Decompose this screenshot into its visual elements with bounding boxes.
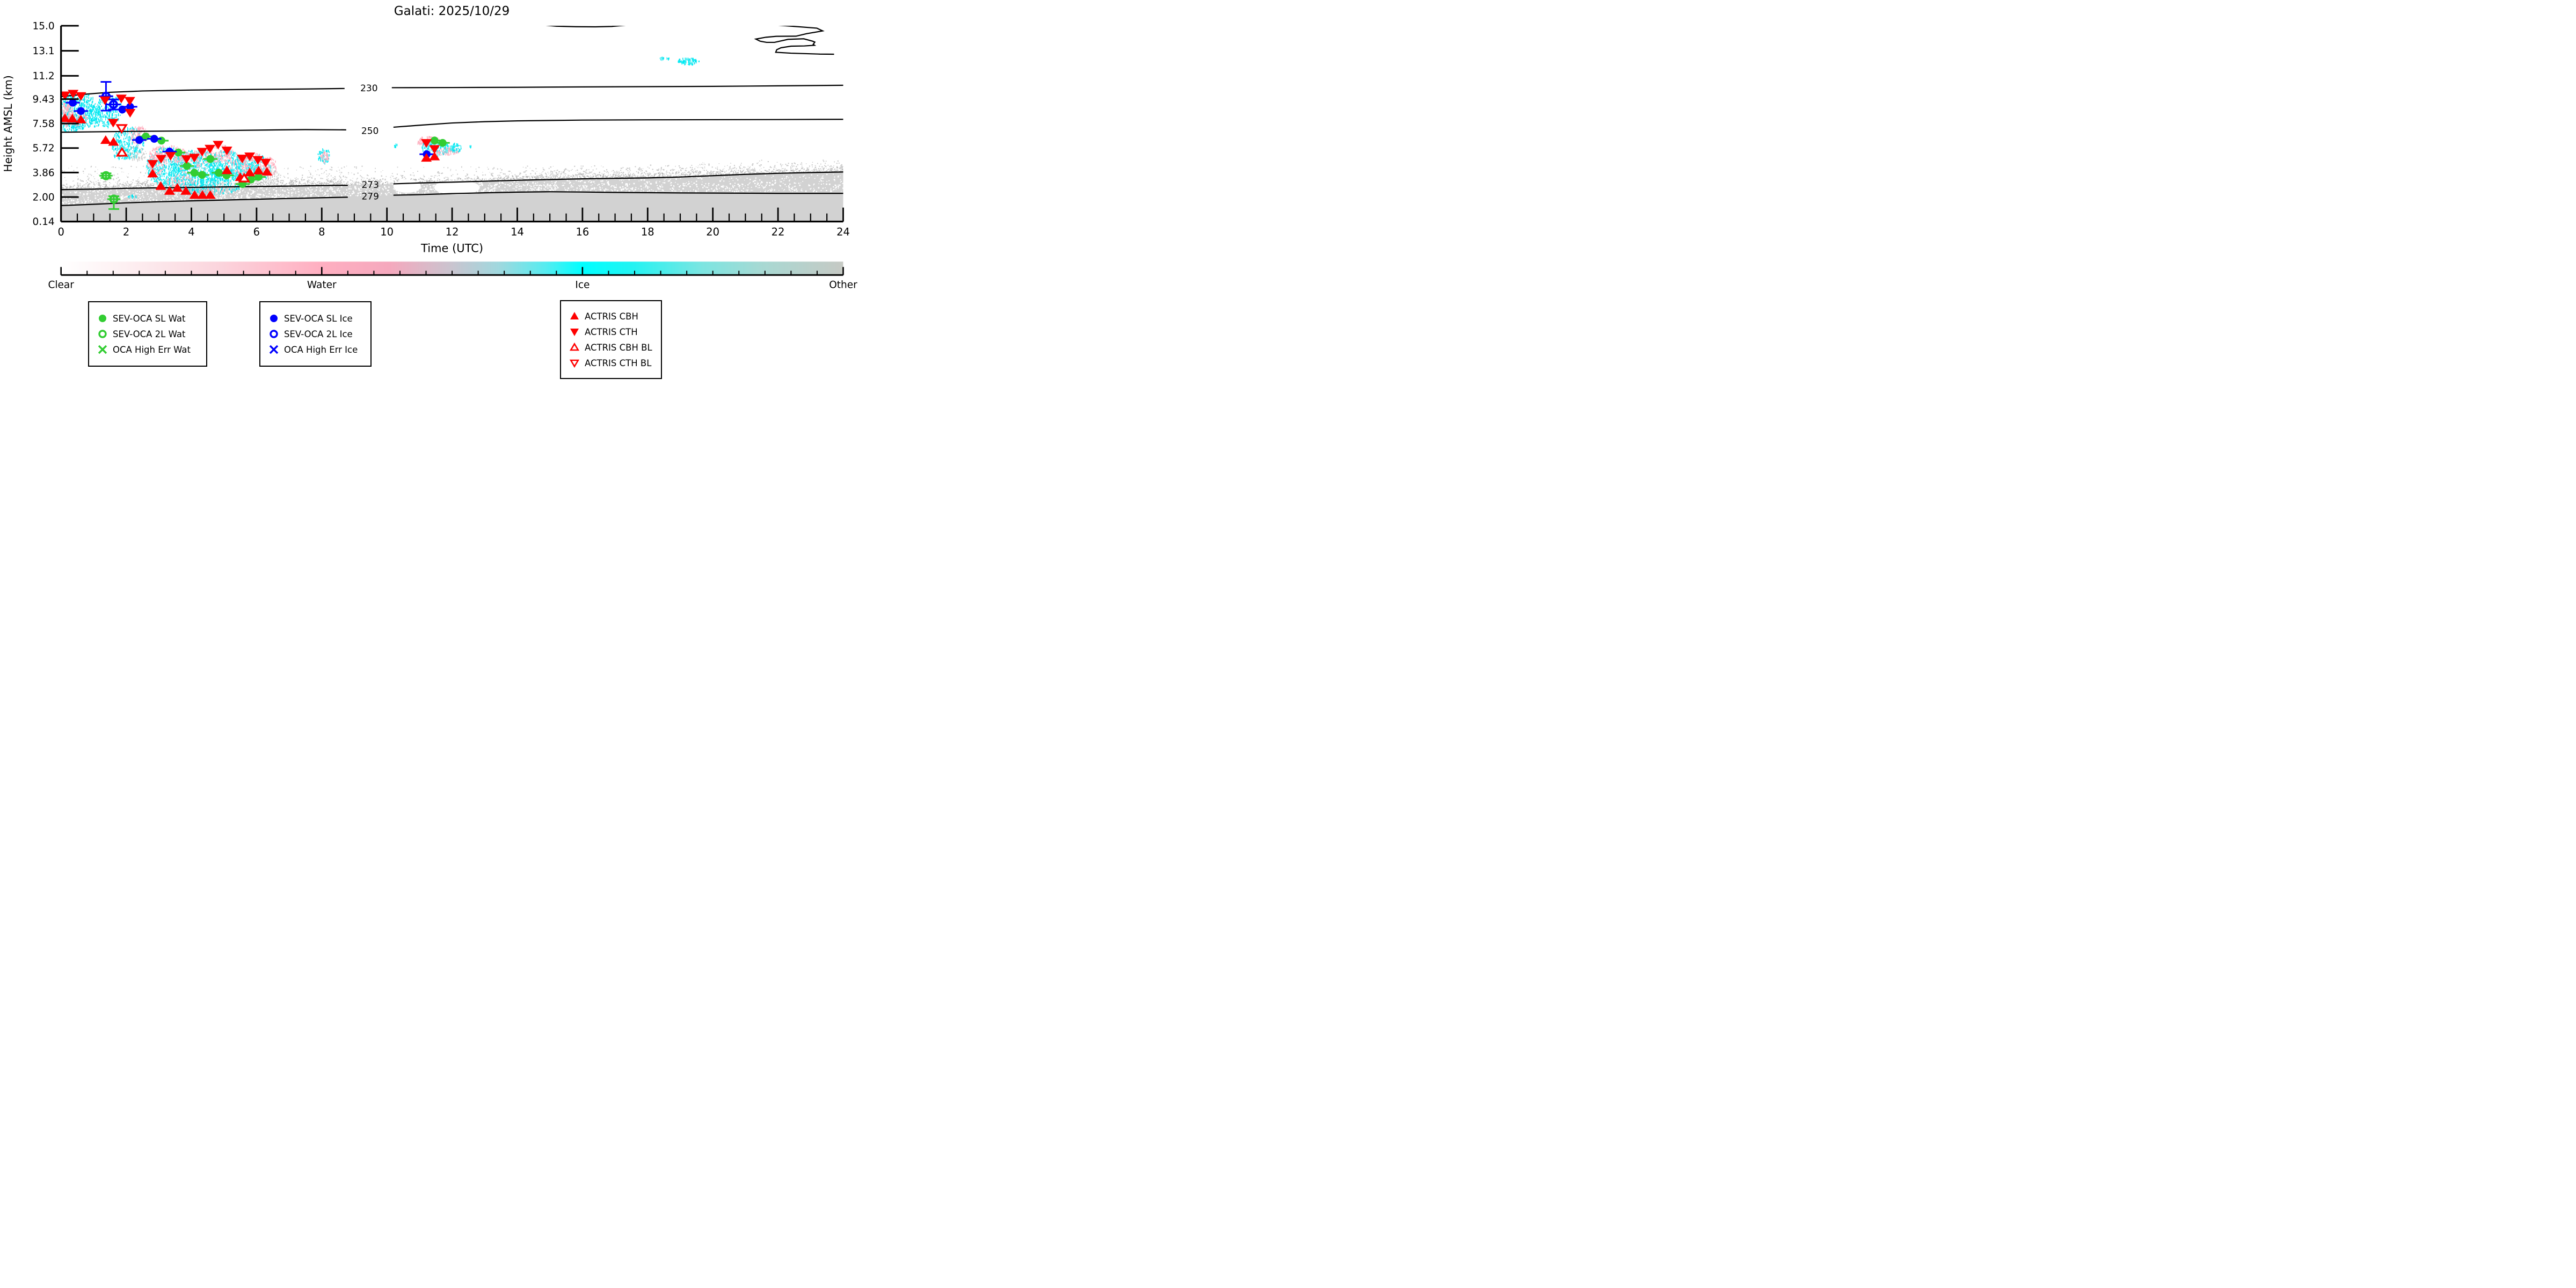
actris-cth-bl-icon (570, 359, 579, 368)
y-tick-label: 13.1 (32, 46, 54, 57)
y-tick-label: 9.43 (32, 94, 54, 105)
x-tick-label: 14 (511, 226, 524, 238)
legend-label: ACTRIS CTH (585, 326, 638, 337)
y-tick-label: 0.14 (32, 216, 54, 228)
y-tick-label: 15.0 (32, 21, 54, 32)
x-tick-label: 8 (318, 226, 325, 238)
contour-label: 273 (361, 180, 379, 191)
cloud-phase-quicklook-page: { "title": "Galati: 2025/10/29", "axes":… (0, 0, 859, 430)
x-tick-label: 2 (123, 226, 129, 238)
legend-label: OCA High Err Ice (284, 344, 358, 355)
x-tick-label: 10 (380, 226, 394, 238)
colorbar-label: Ice (575, 279, 590, 290)
actris-cth-icon (570, 329, 579, 336)
series-sev-oca-2l-wat (99, 171, 121, 210)
contour-label: 230 (360, 83, 377, 94)
colorbar-label: Clear (48, 279, 74, 290)
series-actris-cbh (61, 113, 440, 199)
axes: 15.013.111.29.437.585.723.862.000.140 2 4 6… (2, 21, 850, 255)
x-tick-label: 4 (188, 226, 194, 238)
contour-label: 250 (361, 126, 379, 137)
x-tick-label: 24 (836, 226, 850, 238)
legend-item: OCA High Err Wat (89, 342, 206, 358)
legend-item: SEV-OCA SL Ice (260, 311, 370, 326)
series-actris-cth (61, 90, 440, 169)
legend-label: ACTRIS CBH BL (585, 342, 652, 353)
chart-title: Galati: 2025/10/29 (394, 4, 510, 18)
actris-cbh-icon (570, 312, 579, 319)
legend-item: ACTRIS CTH (561, 324, 661, 340)
series-sev-oca-2l-ice (99, 81, 121, 112)
x-axis-label: Time (UTC) (420, 242, 483, 255)
actris-cbh-bl-icon (570, 343, 579, 351)
legend-label: SEV-OCA SL Ice (284, 313, 353, 324)
legend-label: SEV-OCA 2L Ice (284, 329, 353, 339)
x-tick-label: 16 (576, 226, 589, 238)
oca-high-err-ice-icon (269, 345, 279, 354)
temperature-contours (61, 26, 843, 207)
y-tick-label: 3.86 (32, 168, 54, 179)
y-tick-label: 7.58 (32, 119, 54, 130)
legend-box-water: SEV-OCA SL Wat SEV-OCA 2L Wat OCA High E… (88, 301, 207, 367)
legend-label: SEV-OCA SL Wat (113, 313, 186, 324)
gray-speckle-field (61, 159, 843, 191)
legend-item: SEV-OCA 2L Ice (260, 326, 370, 342)
x-tick-label: 18 (641, 226, 654, 238)
x-tick-label: 22 (772, 226, 785, 238)
x-tick-label: 0 (57, 226, 64, 238)
legend-label: OCA High Err Wat (113, 344, 191, 355)
sev-oca-sl-ice-icon (270, 315, 278, 322)
legend-item: SEV-OCA SL Wat (89, 311, 206, 326)
y-tick-label: 2.00 (32, 192, 54, 203)
band-white-hole (434, 180, 480, 195)
x-tick-label: 6 (253, 226, 260, 238)
sev-oca-2l-wat-icon (98, 330, 107, 338)
sev-oca-2l-ice-icon (270, 330, 278, 338)
contour-label: 279 (361, 191, 379, 202)
legend-label: SEV-OCA 2L Wat (113, 329, 186, 339)
legend-box-actris: ACTRIS CBH ACTRIS CTH ACTRIS CBH BL ACTR… (560, 300, 662, 379)
x-tick-label: 12 (446, 226, 459, 238)
y-axis-label: Height AMSL (km) (2, 75, 14, 172)
legend-box-ice: SEV-OCA SL Ice SEV-OCA 2L Ice OCA High E… (259, 301, 372, 367)
legend-item: OCA High Err Ice (260, 342, 370, 358)
colorbar-label: Water (307, 279, 337, 290)
series-actris-cbh-bl (115, 147, 251, 183)
colorbar-label: Other (829, 279, 857, 290)
legend-item: ACTRIS CBH (561, 309, 661, 324)
y-tick-label: 11.2 (32, 71, 54, 82)
legend-label: ACTRIS CTH BL (585, 358, 652, 368)
legend-item: SEV-OCA 2L Wat (89, 326, 206, 342)
oca-high-err-wat-icon (98, 345, 107, 354)
x-tick-label: 20 (706, 226, 719, 238)
legend-item: ACTRIS CBH BL (561, 340, 661, 355)
sev-oca-sl-wat-icon (99, 315, 106, 322)
phase-colorbar: Clear Water Ice Other (48, 261, 857, 290)
legend-item: ACTRIS CTH BL (561, 355, 661, 371)
y-tick-label: 5.72 (32, 143, 54, 154)
legend-label: ACTRIS CBH (585, 311, 638, 322)
band-white-hole (393, 179, 421, 193)
series-actris-cth-bl (115, 124, 128, 134)
